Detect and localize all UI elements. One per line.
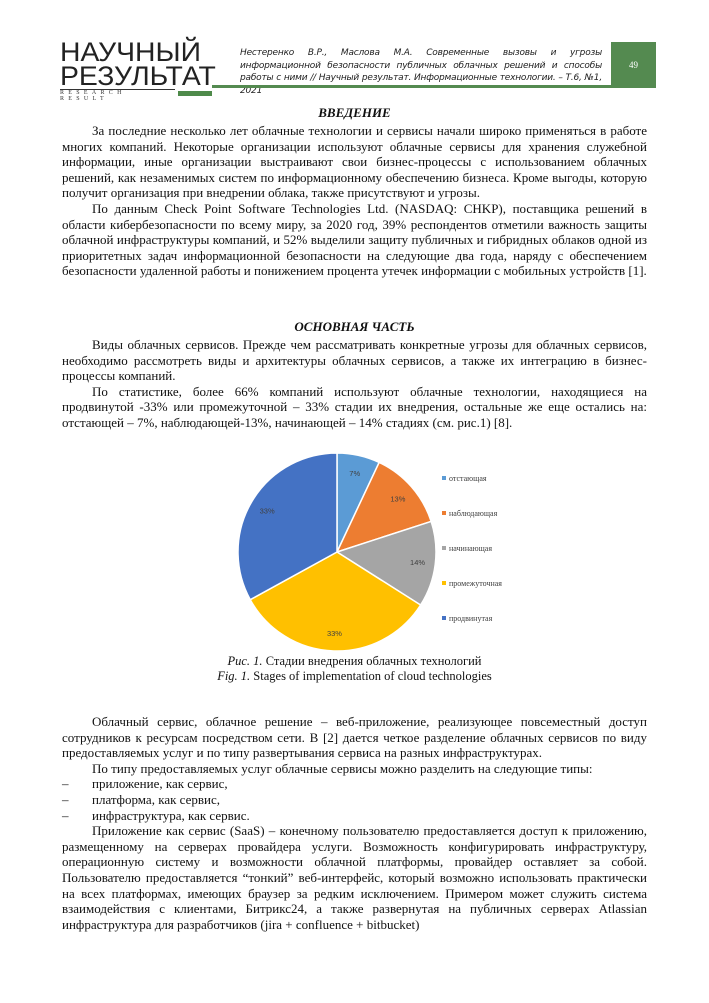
slice-label: 33%: [260, 507, 275, 516]
figure-caption-en: Fig. 1. Stages of implementation of clou…: [62, 669, 647, 684]
journal-logo: НАУЧНЫЙ РЕЗУЛЬТАТ RESEARCH RESULT: [60, 39, 216, 102]
caption-label: Fig. 1.: [217, 669, 251, 683]
pie-slice: [335, 520, 437, 607]
legend-swatch: [442, 581, 446, 585]
dash: –: [62, 776, 69, 792]
legend-label: отстающая: [449, 474, 487, 483]
paragraph: Виды облачных сервисов. Прежде чем рассм…: [62, 337, 647, 384]
paragraph: По статистике, более 66% компаний исполь…: [62, 383, 647, 430]
list-text: платформа, как сервис,: [92, 791, 220, 807]
slice-label: 33%: [327, 629, 342, 638]
list-text: инфраструктура, как сервис.: [92, 807, 250, 823]
list-text: приложение, как сервис,: [92, 776, 228, 792]
logo-line2: РЕЗУЛЬТАТ: [60, 61, 216, 91]
slice-label: 7%: [349, 469, 360, 478]
slice-label: 13%: [390, 494, 405, 503]
paragraph: Облачный сервис, облачное решение – веб-…: [62, 714, 647, 761]
caption-label: Рис. 1.: [227, 654, 263, 668]
paragraph: По данным Check Point Software Technolog…: [62, 200, 647, 279]
legend-swatch: [442, 476, 446, 480]
list-item: – платформа, как сервис,: [62, 792, 647, 808]
legend-label: наблюдающая: [449, 509, 498, 518]
dash: –: [62, 807, 69, 823]
logo-line1: НАУЧНЫЙ: [60, 37, 201, 67]
list-item: – инфраструктура, как сервис.: [62, 808, 647, 824]
main-heading: ОСНОВНАЯ ЧАСТЬ: [294, 319, 415, 334]
paragraph: За последние несколько лет облачные техн…: [62, 123, 647, 201]
after-text: Облачный сервис, облачное решение – веб-…: [62, 714, 647, 932]
intro-heading: ВВЕДЕНИЕ: [318, 105, 391, 120]
header-divider: [212, 85, 656, 88]
pie-chart: 7% отстающая 13% наблюдающая 14% начинающая 33…: [237, 452, 502, 652]
dash: –: [62, 791, 69, 807]
paragraph: По типу предоставляемых услуг облачные с…: [92, 760, 593, 776]
legend-swatch: [442, 616, 446, 620]
legend-swatch: [442, 546, 446, 550]
page-number: 49: [611, 42, 656, 88]
caption-text: Стадии внедрения облачных технологий: [262, 654, 482, 668]
main-text: Виды облачных сервисов. Прежде чем рассм…: [62, 337, 647, 431]
intro-text: За последние несколько лет облачные техн…: [62, 123, 647, 279]
logo-bar: [178, 91, 212, 96]
legend-label: промежуточная: [449, 579, 502, 588]
legend-label: начинающая: [449, 544, 492, 553]
pie-slice: [237, 452, 338, 601]
logo-subtitle: RESEARCH RESULT: [60, 89, 175, 102]
list-item: – приложение, как сервис,: [62, 776, 647, 792]
header-citation: Нестеренко В.Р., Маслова М.А. Современны…: [240, 48, 602, 96]
paragraph: Приложение как сервис (SaaS) – конечному…: [62, 823, 647, 932]
legend-swatch: [442, 511, 446, 515]
figure-caption-ru: Рис. 1. Стадии внедрения облачных технол…: [62, 654, 647, 669]
pie-slice: [335, 461, 433, 554]
caption-text: Stages of implementation of cloud techno…: [250, 669, 492, 683]
slice-label: 14%: [410, 558, 425, 567]
legend-label: продвинутая: [449, 614, 493, 623]
